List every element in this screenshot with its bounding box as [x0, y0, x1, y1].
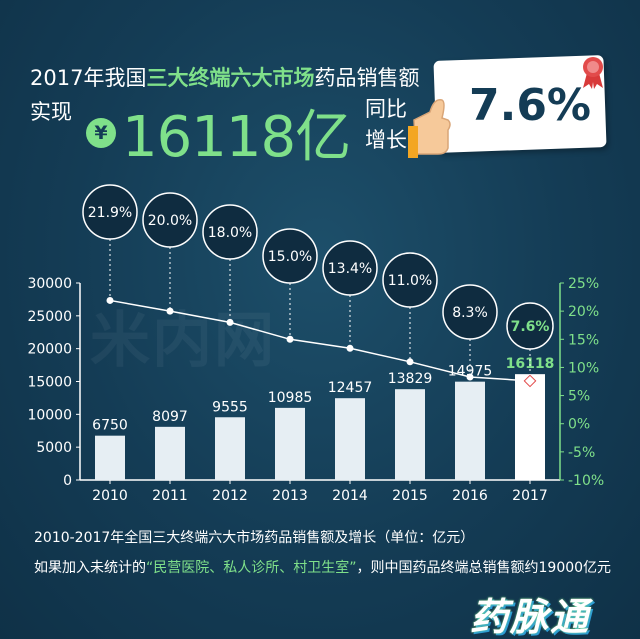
growth-bubble-label: 15.0% — [268, 249, 312, 265]
x-tick-label: 2010 — [92, 488, 128, 504]
growth-bubble — [142, 192, 198, 248]
y-left-tick-label: 20000 — [27, 342, 72, 358]
label-shixian: 实现 — [30, 100, 72, 124]
yen-icon: ¥ — [86, 118, 116, 148]
growth-bubble — [202, 204, 258, 260]
x-tick-label: 2015 — [392, 488, 428, 504]
growth-bubble — [506, 302, 554, 350]
growth-value: 7.6% — [468, 80, 592, 131]
ribbon-badge-icon — [583, 57, 603, 89]
bar — [515, 374, 545, 480]
header: 2017年我国三大终端六大市场药品销售额 实现 ¥ 16118亿 同比 增长 7… — [0, 0, 640, 180]
growth-point — [106, 296, 114, 304]
growth-bubble-label: 20.0% — [148, 213, 192, 229]
growth-point — [406, 358, 414, 366]
y-right-tick-label: -10% — [568, 473, 604, 489]
growth-bubble-label: 13.4% — [328, 261, 372, 277]
bar — [155, 426, 185, 480]
y-left-tick-label: 25000 — [27, 309, 72, 325]
bar-value-label: 12457 — [328, 380, 373, 396]
bar-value-label: 9555 — [212, 399, 248, 415]
x-tick-label: 2012 — [212, 488, 248, 504]
label-zengzhang: 增长 — [365, 128, 407, 152]
bar — [335, 398, 365, 480]
y-left-tick-label: 15000 — [27, 375, 72, 391]
bar-value-label: 10985 — [268, 390, 313, 406]
y-left-tick-label: 5000 — [36, 440, 72, 456]
x-tick-label: 2017 — [512, 488, 548, 504]
y-left-tick-label: 0 — [63, 473, 72, 489]
bar — [455, 381, 485, 480]
growth-point — [226, 318, 234, 326]
y-left-tick-label: 30000 — [27, 276, 72, 292]
bar — [95, 435, 125, 480]
x-tick-label: 2011 — [152, 488, 188, 504]
label-tongbi: 同比 — [365, 97, 407, 121]
total-sales-value: 16118亿 — [122, 105, 351, 170]
growth-bubble — [262, 228, 318, 284]
x-tick-label: 2014 — [332, 488, 368, 504]
brand-logo: 药脉通 — [470, 595, 591, 639]
watermark: 米内网 — [90, 306, 276, 376]
x-tick-label: 2016 — [452, 488, 488, 504]
bar — [275, 407, 305, 480]
x-tick-label: 2013 — [272, 488, 308, 504]
chart-caption: 2010-2017年全国三大终端六大市场药品销售额及增长（单位：亿元） — [34, 530, 475, 546]
sales-chart: 0 5000 10000 15000 20000 25000 30000 -10% -5% 0% 5… — [27, 184, 604, 504]
bar-value-label: 6750 — [92, 418, 128, 434]
bar-value-label: 13829 — [388, 371, 433, 387]
growth-point — [523, 374, 537, 388]
y-right-tick-label: 0% — [568, 417, 590, 433]
growth-point — [286, 335, 294, 343]
y-right-tick-label: 10% — [568, 360, 599, 376]
bar — [395, 389, 425, 480]
y-right-tick-label: 15% — [568, 332, 599, 348]
growth-bubble-label: 11.0% — [388, 273, 432, 289]
growth-bubble — [382, 252, 438, 308]
y-right-tick-label: 25% — [568, 276, 599, 292]
y-right-tick-label: 20% — [568, 304, 599, 320]
growth-bubble — [82, 184, 138, 240]
headline: 2017年我国三大终端六大市场药品销售额 — [30, 66, 420, 90]
growth-bubble-label: 18.0% — [208, 225, 252, 241]
y-right-tick-label: -5% — [568, 445, 595, 461]
growth-bubble — [322, 240, 378, 296]
chart-footnote: 如果加入未统计的“民营医院、私人诊所、村卫生室”，则中国药品终端总销售额约190… — [34, 560, 612, 576]
bar-value-label: 14975 — [448, 364, 493, 380]
growth-bubble-label: 21.9% — [88, 205, 132, 221]
bar-value-label: 8097 — [152, 409, 188, 425]
y-right-tick-label: 5% — [568, 389, 590, 405]
growth-bubble — [442, 284, 498, 340]
y-left-tick-label: 10000 — [27, 407, 72, 423]
growth-bubble-label: 7.6% — [511, 319, 550, 335]
growth-line — [109, 299, 531, 382]
thumbs-up-icon — [408, 99, 451, 158]
growth-point — [466, 373, 474, 381]
bar — [215, 417, 245, 480]
growth-point — [346, 344, 354, 352]
growth-bubble-label: 8.3% — [452, 305, 488, 321]
growth-point — [166, 307, 174, 315]
